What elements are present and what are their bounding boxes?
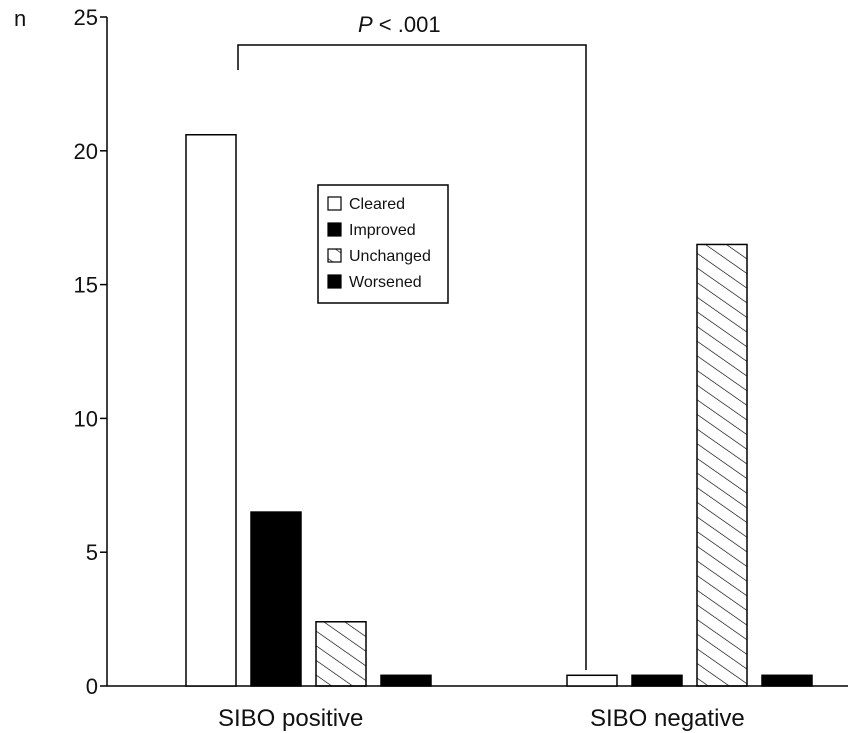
y-ticks: 0 5 10 15 20 25 bbox=[74, 5, 107, 699]
legend: Cleared Improved Unchanged Worsened bbox=[317, 184, 449, 304]
legend-swatch-improved bbox=[327, 222, 342, 237]
bar-cleared-sibo-positive bbox=[185, 133, 237, 687]
legend-label-worsened: Worsened bbox=[349, 274, 422, 291]
y-axis-label: n bbox=[14, 6, 26, 31]
bars bbox=[185, 133, 813, 687]
bar-worsened-sibo-positive bbox=[380, 674, 432, 687]
legend-swatch-worsened bbox=[327, 274, 342, 289]
significance-annotation: P < .001 bbox=[358, 12, 441, 37]
p-letter: P bbox=[358, 12, 373, 37]
bar-improved-sibo-negative bbox=[631, 674, 683, 687]
y-tick-label: 25 bbox=[74, 5, 98, 30]
legend-swatch-unchanged bbox=[327, 248, 342, 263]
bar-cleared-sibo-negative bbox=[566, 674, 618, 687]
legend-label-improved: Improved bbox=[349, 222, 416, 239]
significance-bracket bbox=[237, 44, 587, 670]
y-tick-label: 10 bbox=[74, 406, 98, 431]
y-tick-label: 20 bbox=[74, 139, 98, 164]
bar-worsened-sibo-negative bbox=[761, 674, 813, 687]
y-tick-label: 5 bbox=[86, 540, 98, 565]
legend-label-unchanged: Unchanged bbox=[349, 248, 431, 265]
legend-label-cleared: Cleared bbox=[349, 196, 405, 213]
y-tick-label: 0 bbox=[86, 674, 98, 699]
bar-improved-sibo-positive bbox=[250, 511, 302, 687]
category-label-sibo-negative: SIBO negative bbox=[590, 705, 745, 732]
legend-swatch-cleared bbox=[327, 196, 342, 211]
y-tick-label: 15 bbox=[74, 273, 98, 298]
category-label-sibo-positive: SIBO positive bbox=[218, 705, 363, 732]
bar-unchanged-sibo-negative bbox=[696, 243, 748, 687]
p-value-text: < .001 bbox=[373, 12, 441, 37]
bar-unchanged-sibo-positive bbox=[315, 621, 367, 687]
